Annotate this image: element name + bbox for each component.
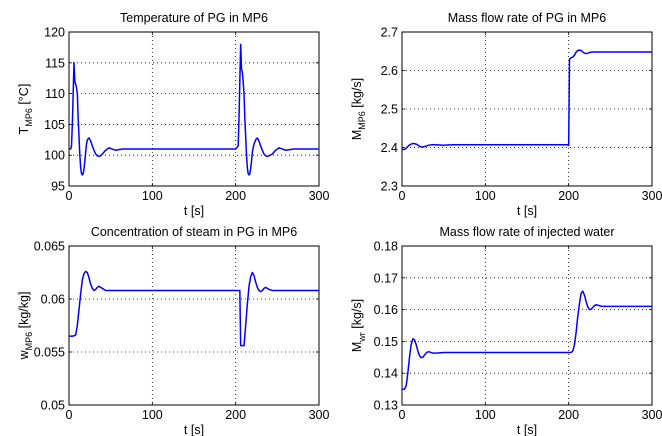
y-axis-label-unit: [°C]	[17, 84, 31, 108]
y-axis-label-unit: [kg/kg]	[17, 292, 31, 332]
series-line-1	[402, 290, 652, 390]
y-tick-label: 0.065	[34, 240, 65, 254]
x-tick-label: 200	[558, 189, 579, 203]
chart-title: Mass flow rate of injected water	[439, 225, 614, 239]
y-axis-label: MMP6 [kg/s]	[350, 78, 367, 140]
y-axis-label-subscript: MP6	[24, 108, 34, 127]
y-tick-label: 0.06	[41, 293, 65, 307]
y-tick-label: 110	[45, 87, 65, 101]
subplot-1: 0 100 200 300 95 100 105 110 115 120 Temperature o…	[17, 11, 329, 218]
y-tick-label: 2.6	[381, 64, 398, 78]
x-axis-label: t [s]	[517, 423, 537, 436]
subplot-3: 0 100 200 300 0.05 0.055 0.06 0.065 Concentratio…	[17, 225, 329, 436]
series-line-1	[69, 270, 319, 347]
plot-border	[401, 31, 653, 187]
y-tick-label: 95	[51, 180, 65, 194]
chart-title: Concentration of steam in PG in MP6	[91, 225, 297, 239]
y-axis-label-subscript: MP6	[24, 332, 34, 351]
x-tick-label: 200	[558, 408, 579, 422]
y-tick-label: 100	[44, 149, 65, 163]
y-tick-label: 0.18	[374, 240, 398, 254]
y-axis-label-subscript: wr	[357, 332, 367, 343]
plot-border	[401, 245, 653, 406]
y-tick-label: 2.7	[381, 26, 398, 40]
x-tick-label: 0	[66, 189, 73, 203]
x-tick-label: 0	[399, 408, 406, 422]
y-tick-label: 0.17	[374, 271, 398, 285]
y-tick-label: 0.05	[41, 399, 65, 413]
x-tick-label: 100	[142, 408, 163, 422]
y-tick-label: 0.14	[374, 367, 398, 381]
x-tick-label: 0	[66, 408, 73, 422]
y-tick-label: 2.3	[381, 180, 398, 194]
y-axis-label: wMP6 [kg/kg]	[17, 292, 34, 361]
y-axis-label: TMP6 [°C]	[17, 84, 34, 135]
plot-area	[68, 245, 320, 406]
chart-title: Temperature of PG in MP6	[120, 11, 268, 25]
y-axis-label-main: M	[350, 342, 364, 352]
x-tick-label: 300	[642, 189, 662, 203]
y-tick-label: 120	[44, 26, 65, 40]
y-axis-label-main: M	[350, 130, 364, 140]
x-tick-label: 300	[642, 408, 662, 422]
plot-border	[68, 31, 320, 187]
y-axis-label-subscript: MP6	[357, 111, 367, 130]
x-axis-label: t [s]	[517, 204, 537, 218]
y-tick-label: 0.055	[34, 346, 65, 360]
y-tick-label: 0.15	[374, 335, 398, 349]
x-tick-label: 100	[142, 189, 163, 203]
y-axis-label-main: w	[17, 349, 31, 360]
plot-area	[68, 31, 320, 187]
x-tick-label: 200	[225, 408, 246, 422]
subplot-2: 0 100 200 300 2.3 2.4 2.5 2.6 2.7 Mass flow rate …	[350, 11, 662, 218]
x-tick-label: 0	[399, 189, 406, 203]
y-tick-label: 2.4	[381, 141, 398, 155]
x-tick-label: 100	[475, 408, 496, 422]
plot-border	[68, 245, 320, 406]
series-line-1	[402, 49, 652, 151]
y-tick-label: 0.16	[374, 303, 398, 317]
plot-area	[401, 245, 653, 406]
subplot-4: 0 100 200 300 0.13 0.14 0.15 0.16 0.17 0.18 Mass f…	[350, 225, 662, 436]
x-axis-label: t [s]	[184, 204, 204, 218]
x-tick-label: 300	[309, 408, 330, 422]
x-axis-label: t [s]	[184, 423, 204, 436]
y-axis-label-unit: [kg/s]	[350, 299, 364, 332]
y-tick-label: 2.5	[381, 103, 398, 117]
y-tick-label: 105	[44, 118, 65, 132]
chart-title: Mass flow rate of PG in MP6	[448, 11, 606, 25]
x-tick-label: 100	[475, 189, 496, 203]
x-tick-label: 300	[309, 189, 330, 203]
y-tick-label: 0.13	[374, 399, 398, 413]
y-axis-label: Mwr [kg/s]	[350, 299, 367, 352]
series-line-1	[69, 43, 319, 176]
y-axis-label-main: T	[17, 126, 31, 134]
y-axis-label-unit: [kg/s]	[350, 78, 364, 111]
y-tick-label: 115	[45, 56, 65, 70]
x-tick-label: 200	[225, 189, 246, 203]
